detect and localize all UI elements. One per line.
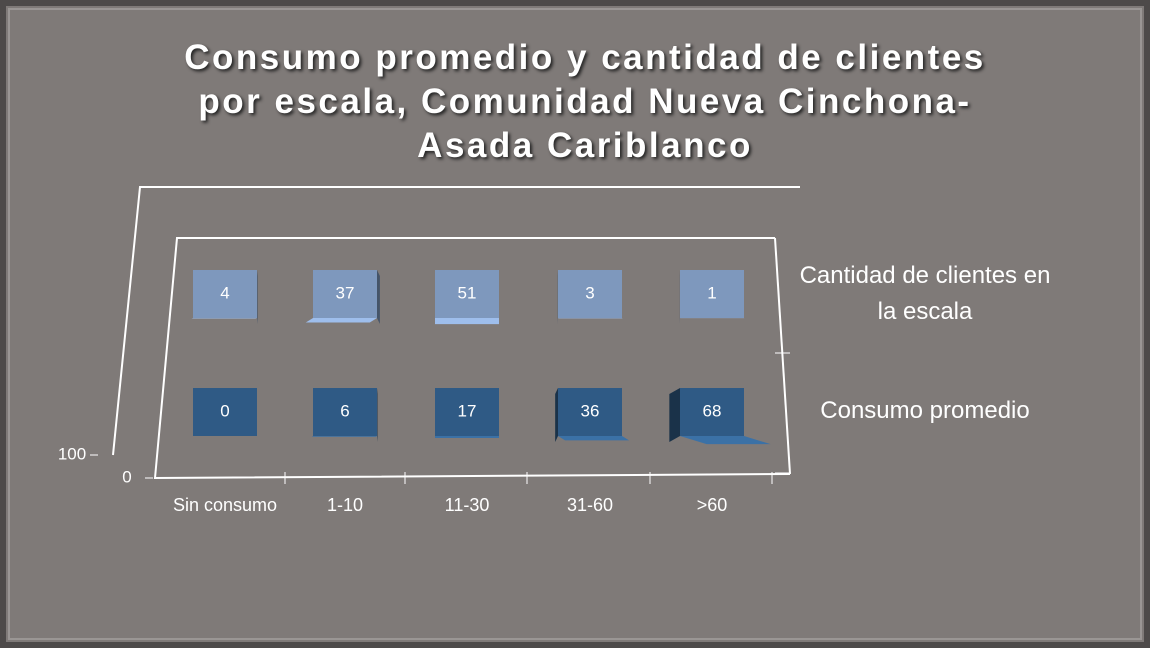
bar-front [193,270,257,318]
x-tick-label: 11-30 [444,495,490,515]
bar-front [435,388,499,436]
bar-side [257,270,258,324]
bar [557,270,623,324]
back-wall [112,186,800,456]
x-tick-label: 31-60 [566,495,614,515]
x-tick-label: >60 [696,495,728,515]
floor [153,237,791,480]
data-label: 37 [336,283,355,302]
bar [669,388,771,445]
bar-side [669,388,680,442]
data-label: 4 [220,283,229,302]
bar-front [435,270,499,318]
y-tick-label: 100 [58,444,86,463]
x-tick-label: 1-10 [326,495,364,515]
bar-bottom [435,318,499,325]
data-label: 1 [707,283,716,302]
bar-front [558,388,622,436]
data-label: 17 [458,401,477,420]
bar-bottom [305,318,377,323]
bar [435,270,499,325]
chart-title: Consumo promedio y cantidad de clientes … [184,38,986,165]
bar [311,388,378,442]
data-label: 51 [458,283,477,302]
bar-front [680,270,744,318]
legend-label: Consumo promedio [820,397,1030,424]
side-edge [774,237,791,475]
bar-bottom [435,436,499,439]
bar-front [558,270,622,318]
bar [305,270,380,324]
bar [435,388,499,439]
bar-bottom [558,436,630,441]
bar-front [680,388,744,436]
bar [193,388,257,436]
data-label: 0 [220,401,229,420]
bar [191,270,258,324]
bar [679,270,745,324]
bar-bottom [680,436,771,445]
data-label: 68 [703,401,722,420]
x-tick-label: Sin consumo [172,495,278,515]
data-label: 36 [581,401,600,420]
data-label: 3 [585,283,594,302]
y-tick-label: 0 [122,467,131,486]
bar-front [313,388,377,436]
bar [555,388,630,442]
bar-front [193,388,257,436]
inner-border [8,8,1142,640]
bar-front [313,270,377,318]
legend-label: Cantidad de clientes en la escala [799,262,1051,325]
bar-side [555,388,558,442]
bar-bottom [311,436,377,437]
data-label: 6 [340,401,349,420]
bar-side [377,270,380,324]
